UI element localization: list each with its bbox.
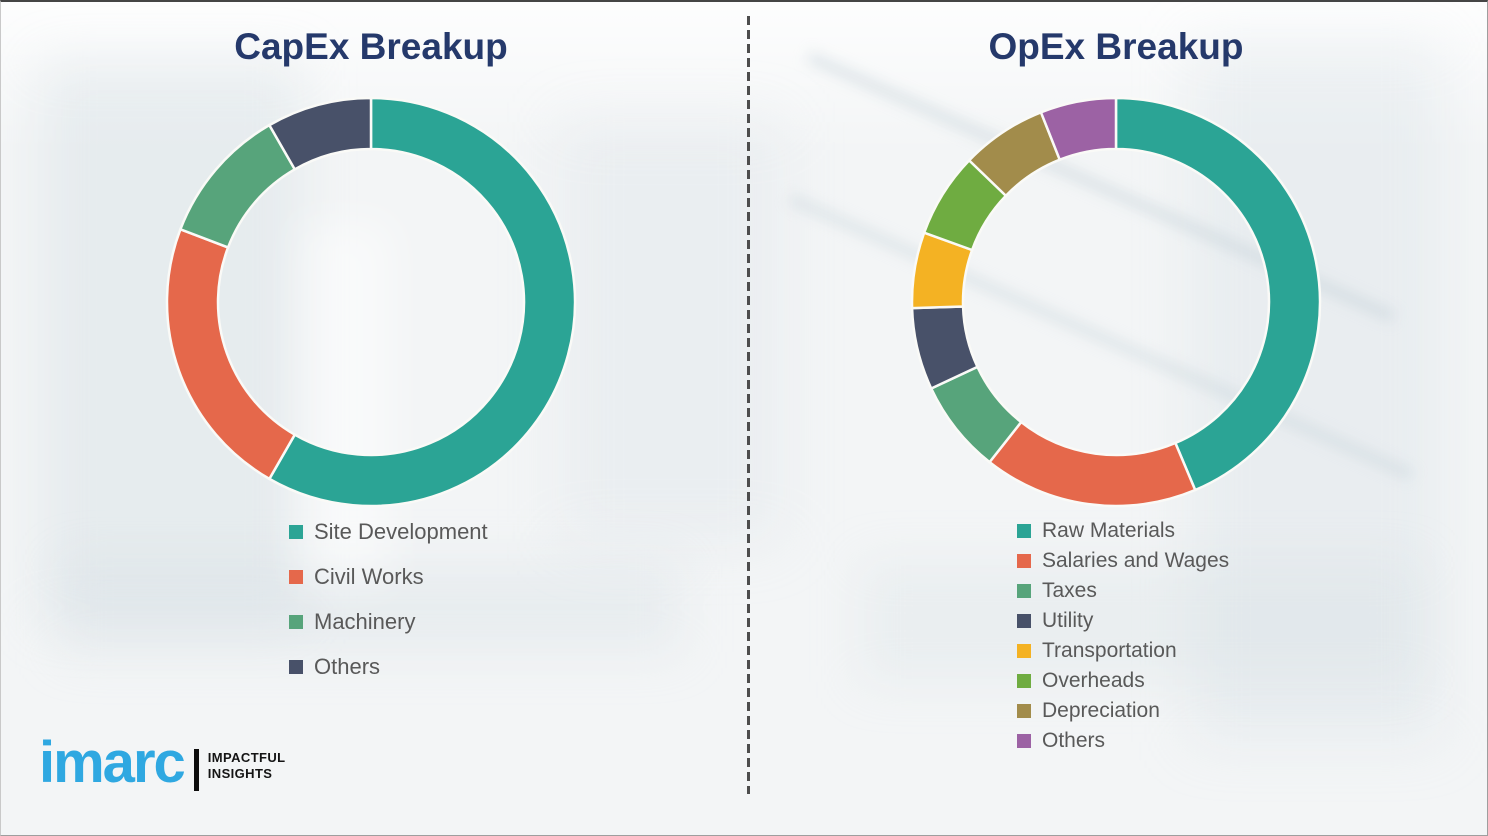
legend-item: Utility <box>1017 606 1229 636</box>
legend-label: Machinery <box>314 608 416 634</box>
legend-item: Civil Works <box>289 554 488 599</box>
legend-swatch <box>1017 554 1031 568</box>
legend-item: Site Development <box>289 509 488 554</box>
logo-divider-bar <box>193 749 199 791</box>
legend-label: Depreciation <box>1042 699 1160 722</box>
legend-label: Site Development <box>314 518 488 544</box>
legend-item: Machinery <box>289 599 488 644</box>
donut-segment-civil-works <box>165 227 297 481</box>
legend-label: Utility <box>1042 609 1094 632</box>
legend-swatch <box>289 569 303 584</box>
donut-segment-others <box>1039 96 1118 162</box>
legend-label: Civil Works <box>314 563 424 589</box>
imarc-wordmark: imarc <box>39 730 186 795</box>
legend-swatch <box>1017 644 1031 658</box>
legend-swatch <box>1017 614 1031 628</box>
legend-swatch <box>1017 734 1031 748</box>
opex-chart-title: OpEx Breakup <box>988 26 1244 67</box>
legend-label: Raw Materials <box>1042 519 1176 542</box>
capex-legend: Site Development Civil Works Machinery Othe… <box>289 509 488 689</box>
legend-item: Salaries and Wages <box>1017 546 1229 576</box>
donut-segment-salaries-and-wages <box>987 420 1197 508</box>
legend-swatch <box>1017 584 1031 598</box>
legend-swatch <box>1017 524 1031 538</box>
opex-donut-chart <box>910 96 1322 508</box>
legend-item: Taxes <box>1017 576 1229 606</box>
donut-segment-site-development <box>267 96 577 508</box>
legend-label: Taxes <box>1042 579 1097 602</box>
legend-item: Raw Materials <box>1017 516 1229 546</box>
opex-legend: Raw Materials Salaries and Wages Taxes Util… <box>1017 516 1229 756</box>
legend-label: Overheads <box>1042 669 1145 692</box>
logo-tagline-line2: INSIGHTS <box>207 766 273 782</box>
donut-segment-machinery <box>178 123 297 250</box>
legend-item: Overheads <box>1017 666 1229 696</box>
legend-swatch <box>1017 704 1031 718</box>
legend-swatch <box>1017 674 1031 688</box>
legend-label: Others <box>1042 729 1106 752</box>
legend-label: Transportation <box>1042 639 1177 662</box>
donut-segment-others <box>267 96 373 172</box>
capex-donut-chart <box>165 96 577 508</box>
legend-item: Others <box>289 644 488 689</box>
legend-item: Transportation <box>1017 636 1229 666</box>
legend-item: Others <box>1017 726 1229 756</box>
logo-tagline: IMPACTFUL INSIGHTS <box>208 750 286 783</box>
dashed-divider-line <box>747 16 750 794</box>
legend-swatch <box>289 524 303 539</box>
imarc-logo: imarc IMPACTFUL INSIGHTS <box>39 730 286 795</box>
capex-chart-title: CapEx Breakup <box>234 26 508 67</box>
legend-swatch <box>289 659 303 674</box>
legend-item: Depreciation <box>1017 696 1229 726</box>
legend-swatch <box>289 614 303 629</box>
legend-label: Others <box>314 653 381 679</box>
donut-segment-raw-materials <box>1114 96 1322 492</box>
logo-tagline-line1: IMPACTFUL <box>207 750 286 765</box>
legend-label: Salaries and Wages <box>1042 549 1230 572</box>
